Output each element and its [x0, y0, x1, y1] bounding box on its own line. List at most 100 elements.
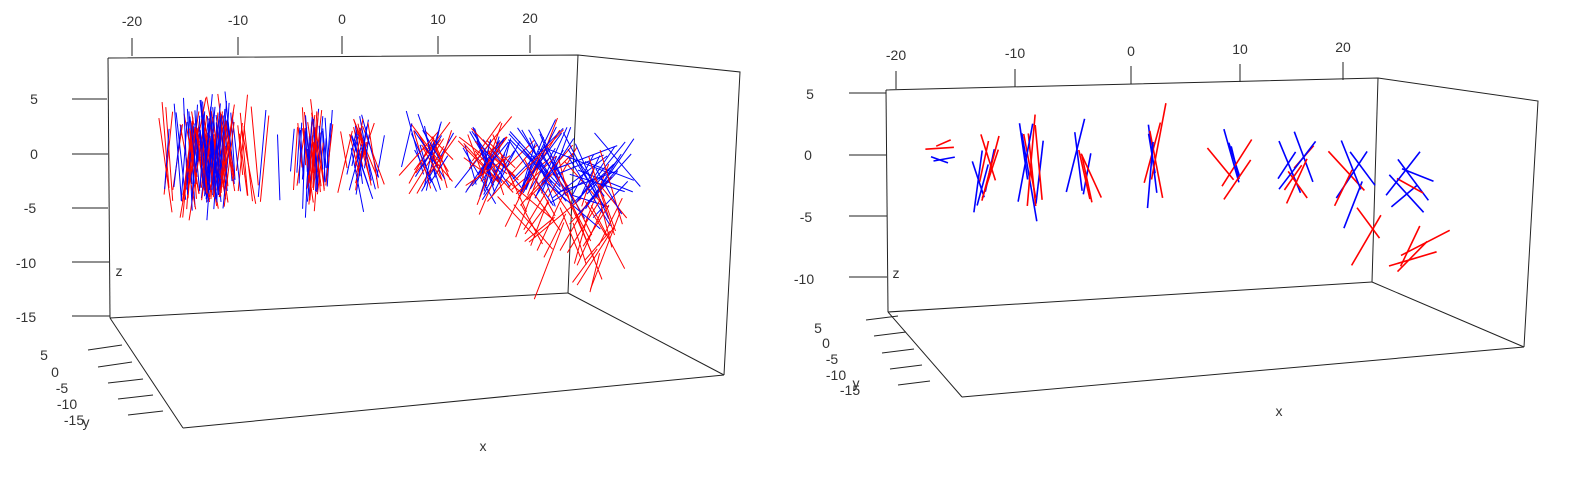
- red-segment: [507, 129, 564, 189]
- y-tick-label: -15: [64, 412, 84, 428]
- box-bottom-right: [567, 292, 725, 376]
- blue-segment: [206, 106, 216, 199]
- red-segment: [526, 153, 574, 201]
- blue-segment: [595, 138, 635, 195]
- red-segment: [566, 198, 602, 253]
- blue-segment: [180, 121, 188, 201]
- blue-segment: [232, 118, 241, 192]
- red-segment: [1388, 251, 1437, 267]
- red-segment: [161, 102, 170, 188]
- box-bottom-left: [887, 311, 963, 398]
- box-front-bottom: [109, 292, 569, 319]
- blue-segment: [199, 100, 211, 190]
- box-front-left: [885, 89, 889, 313]
- blue-segment: [481, 150, 515, 201]
- red-segment: [588, 156, 615, 236]
- blue-segment: [324, 117, 329, 169]
- blue-segment: [222, 141, 228, 192]
- red-segment: [259, 115, 270, 202]
- x-tick-label: -20: [886, 47, 906, 63]
- red-segment: [221, 127, 229, 187]
- x-tick-label: 20: [1335, 39, 1351, 55]
- blue-segment: [301, 127, 308, 180]
- blue-segment: [577, 146, 615, 201]
- red-segment: [359, 131, 369, 164]
- red-segment: [576, 225, 616, 286]
- blue-segment: [191, 104, 198, 201]
- y-tick-label: 5: [40, 347, 48, 363]
- box-bottom-right: [1371, 281, 1525, 348]
- y-tick-mark: [107, 378, 144, 384]
- z-tick-label: -10: [16, 255, 36, 271]
- red-segment: [571, 207, 595, 260]
- blue-segment: [521, 143, 536, 188]
- x-axis-label: x: [1276, 403, 1283, 419]
- red-segment: [250, 106, 259, 186]
- z-tick-label: -5: [24, 200, 37, 216]
- z-tick-label: 5: [30, 91, 38, 107]
- blue-segment: [1146, 141, 1154, 209]
- red-segment: [497, 196, 537, 238]
- red-segment: [1149, 130, 1164, 199]
- blue-segment: [418, 137, 446, 180]
- red-segment: [520, 203, 543, 245]
- red-segment: [1080, 153, 1103, 198]
- red-segment: [293, 127, 298, 191]
- red-segment: [221, 113, 235, 180]
- y-tick-mark: [127, 410, 164, 416]
- blue-segment: [211, 103, 221, 190]
- red-segment: [312, 110, 323, 191]
- red-segment: [1333, 169, 1353, 207]
- blue-segment: [354, 125, 363, 184]
- blue-segment: [971, 161, 985, 198]
- y-tick-mark: [865, 315, 899, 321]
- y-tick-mark: [881, 348, 915, 354]
- red-segment: [533, 193, 561, 231]
- panel-right-x-axis: -20 -10 0 10 20 x: [886, 39, 1351, 419]
- red-segment: [239, 112, 249, 196]
- blue-segment: [298, 122, 303, 184]
- x-tick-label: 0: [1127, 43, 1135, 59]
- z-tick-label: 5: [806, 86, 814, 102]
- blue-segment: [595, 168, 623, 215]
- red-segment: [1080, 154, 1093, 203]
- red-segment: [308, 135, 313, 184]
- red-segment: [410, 123, 441, 163]
- red-segment: [1350, 214, 1382, 266]
- blue-segment: [1065, 118, 1086, 193]
- red-segment: [523, 187, 550, 230]
- box-bottom-back: [182, 374, 725, 429]
- y-tick-label: 5: [814, 320, 822, 336]
- red-segment: [486, 140, 516, 169]
- blue-segment: [215, 114, 223, 174]
- x-tick-label: 10: [430, 11, 446, 27]
- blue-segment: [411, 133, 437, 192]
- red-segment: [474, 150, 514, 193]
- y-tick-mark: [873, 331, 907, 337]
- red-segment: [316, 142, 324, 195]
- box-back-top: [885, 77, 1539, 348]
- red-segment: [1078, 149, 1091, 200]
- red-segment: [463, 157, 496, 181]
- blue-segment: [1074, 132, 1083, 191]
- x-tick-label: -10: [228, 12, 248, 28]
- blue-segment: [313, 118, 318, 190]
- blue-segment: [507, 139, 554, 206]
- red-segment: [340, 131, 348, 169]
- blue-segment: [976, 164, 989, 206]
- blue-segment: [350, 147, 365, 212]
- blue-segment: [189, 116, 197, 173]
- red-segment: [200, 148, 208, 194]
- red-segment: [243, 126, 253, 202]
- box-front-right: [1371, 77, 1379, 283]
- blue-segment: [361, 114, 380, 178]
- blue-segment: [422, 129, 441, 162]
- blue-segment: [464, 144, 477, 185]
- blue-segment: [290, 128, 295, 172]
- red-segment: [308, 142, 315, 205]
- blue-segment: [528, 129, 561, 186]
- red-segment: [559, 201, 589, 251]
- blue-segment: [1223, 128, 1240, 183]
